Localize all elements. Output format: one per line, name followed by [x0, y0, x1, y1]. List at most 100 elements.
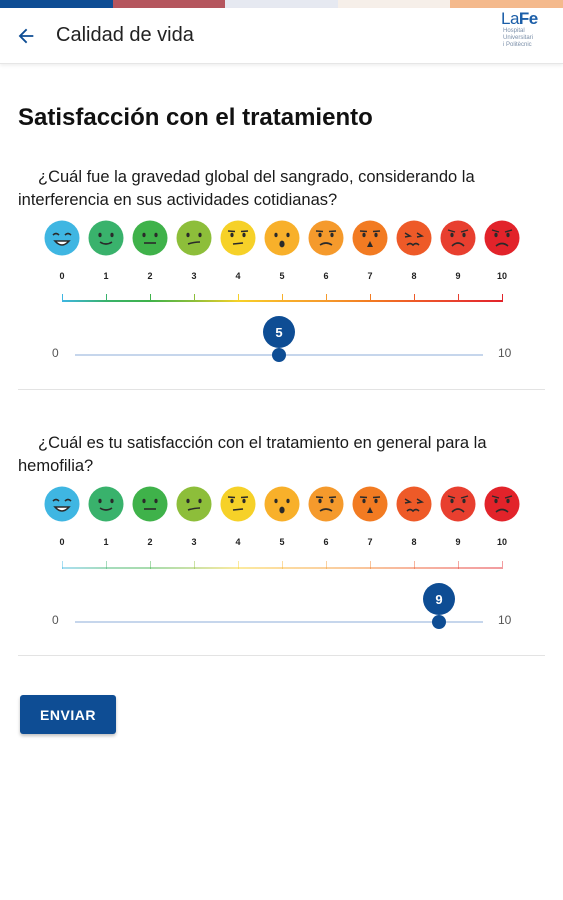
face-surprised-icon — [264, 220, 300, 256]
scale-tick — [369, 561, 371, 569]
logo-fe: Fe — [518, 9, 538, 28]
scale-gradient-ticks — [61, 557, 503, 569]
slider-thumb[interactable] — [432, 615, 446, 629]
scale-number: 8 — [411, 537, 417, 547]
face-annoyed-icon — [220, 486, 256, 522]
scale-tick — [281, 294, 283, 302]
la-fe-logo: LaFe Hospital Universitari i Politècnic — [501, 10, 549, 60]
scale-number: 3 — [191, 537, 197, 547]
scale-tick — [193, 561, 195, 569]
scale-tick — [149, 561, 151, 569]
scale-number: 6 — [323, 537, 329, 547]
question-text: ¿Cuál fue la gravedad global del sangrad… — [18, 168, 475, 209]
scale-tick — [193, 294, 195, 302]
question-text: ¿Cuál es tu satisfacción con el tratamie… — [18, 434, 487, 475]
scale-number: 9 — [455, 537, 461, 547]
scale-number: 7 — [367, 537, 373, 547]
score-slider[interactable]: 0 9 10 — [0, 583, 563, 643]
slider-thumb[interactable] — [272, 348, 286, 362]
face-smirk-icon — [176, 486, 212, 522]
face-worried-icon — [308, 220, 344, 256]
strip-segment — [112, 0, 226, 8]
slider-value-bubble: 5 — [263, 316, 295, 348]
scale-tick — [369, 294, 371, 302]
scale-tick — [325, 561, 327, 569]
scale-tick — [105, 294, 107, 302]
face-surprised-icon — [264, 486, 300, 522]
scale-number: 3 — [191, 271, 197, 281]
scale-number: 10 — [496, 537, 507, 547]
logo-subtitle: Hospital Universitari i Politècnic — [503, 28, 534, 48]
scale-number: 4 — [235, 271, 241, 281]
scale-number: 8 — [411, 271, 417, 281]
strip-segment — [450, 0, 563, 8]
divider — [18, 655, 545, 656]
face-distressed-icon — [396, 220, 432, 256]
face-scale — [42, 220, 524, 258]
scale-tick — [413, 294, 415, 302]
scale-tick — [413, 561, 415, 569]
scale-number: 9 — [455, 271, 461, 281]
slider-max-label: 10 — [498, 346, 512, 360]
face-worried-icon — [308, 486, 344, 522]
scale-number: 6 — [323, 271, 329, 281]
face-sad-icon — [440, 486, 476, 522]
face-upset-icon — [352, 220, 388, 256]
scale-tick — [61, 294, 63, 302]
slider-value-bubble: 9 — [423, 583, 455, 615]
scale-number: 0 — [59, 537, 65, 547]
top-color-strip — [0, 0, 563, 8]
face-content-icon — [132, 486, 168, 522]
scale-tick — [61, 561, 63, 569]
face-smirk-icon — [176, 220, 212, 256]
scale-tick — [237, 294, 239, 302]
score-slider[interactable]: 0 5 10 — [0, 316, 563, 376]
slider-max-label: 10 — [498, 613, 512, 627]
face-smiling-icon — [88, 486, 124, 522]
logo-la: La — [501, 9, 519, 28]
scale-tick — [325, 294, 327, 302]
strip-segment — [0, 0, 113, 8]
face-distressed-icon — [396, 486, 432, 522]
scale-number: 1 — [103, 271, 109, 281]
scale-number: 10 — [496, 271, 507, 281]
slider-min-label: 0 — [52, 613, 59, 627]
scale-tick — [105, 561, 107, 569]
scale-tick — [237, 561, 239, 569]
scale-number: 5 — [279, 537, 285, 547]
face-smiling-icon — [88, 220, 124, 256]
scale-number: 2 — [147, 537, 153, 547]
divider — [18, 389, 545, 390]
scale-tick — [501, 294, 503, 302]
face-laughing-icon — [44, 486, 80, 522]
scale-tick — [149, 294, 151, 302]
app-bar-title: Calidad de vida — [56, 24, 194, 46]
face-angry-icon — [484, 486, 520, 522]
arrow-left-icon — [18, 28, 34, 43]
scale-numbers: 0 1 2 3 4 5 6 7 8 9 10 — [42, 537, 524, 549]
scale-number: 4 — [235, 537, 241, 547]
scale-number: 2 — [147, 271, 153, 281]
scale-number: 0 — [59, 271, 65, 281]
submit-button[interactable]: ENVIAR — [20, 695, 116, 734]
face-scale — [42, 486, 524, 524]
face-angry-icon — [484, 220, 520, 256]
strip-segment — [337, 0, 451, 8]
scale-tick — [501, 561, 503, 569]
scale-gradient-bar — [62, 567, 502, 569]
scale-numbers: 0 1 2 3 4 5 6 7 8 9 10 — [42, 271, 524, 283]
scale-tick — [281, 561, 283, 569]
face-laughing-icon — [44, 220, 80, 256]
slider-min-label: 0 — [52, 346, 59, 360]
scale-number: 5 — [279, 271, 285, 281]
page-title: Satisfacción con el tratamiento — [18, 104, 373, 131]
face-content-icon — [132, 220, 168, 256]
scale-number: 7 — [367, 271, 373, 281]
app-bar: Calidad de vida LaFe Hospital Universita… — [0, 8, 563, 64]
face-upset-icon — [352, 486, 388, 522]
back-button[interactable] — [12, 22, 40, 50]
slider-track[interactable] — [75, 621, 483, 623]
scale-gradient-ticks — [61, 290, 503, 302]
scale-tick — [457, 294, 459, 302]
strip-segment — [225, 0, 338, 8]
